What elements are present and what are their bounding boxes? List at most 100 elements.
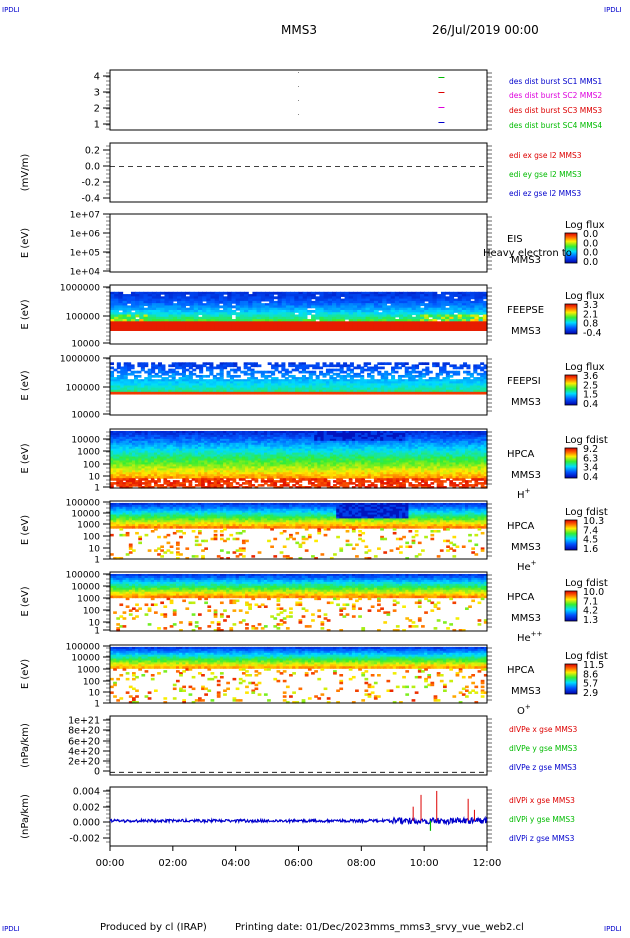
spectrogram-cell <box>350 371 354 374</box>
spectrogram-cell <box>185 328 190 331</box>
spectrogram-cell <box>374 392 378 395</box>
spectrogram-cell <box>326 373 330 376</box>
tick-label: 0.0 <box>85 162 100 173</box>
spectrogram-cell <box>247 373 251 376</box>
spectrogram-cell <box>135 328 140 331</box>
spectrogram-cell <box>237 375 241 378</box>
spectrogram-cell <box>244 392 248 395</box>
spectrogram-cell <box>134 392 138 395</box>
spectrogram-cell <box>460 367 464 370</box>
spectrogram-cell <box>114 328 119 331</box>
spectrogram-cell <box>295 392 299 395</box>
colorbar <box>565 304 577 334</box>
tick-label: 1 <box>94 120 100 131</box>
tick-label: -0.4 <box>81 194 100 205</box>
spectrogram-cell <box>231 328 236 331</box>
spectrogram-cell <box>268 375 272 378</box>
instrument-label: FEEPSI <box>507 376 541 387</box>
spectrogram-cell <box>315 328 320 331</box>
spectrogram-cell <box>336 392 340 395</box>
spectrogram-cell <box>415 367 419 370</box>
spectrogram-cell <box>408 392 412 395</box>
spectrogram-cell <box>395 315 400 318</box>
spectrogram-cell <box>196 392 200 395</box>
spectrogram-cell <box>311 310 316 313</box>
panel-frame <box>110 214 487 272</box>
spectrogram-cell <box>185 364 189 367</box>
tick-label: 1e+05 <box>70 249 100 259</box>
spectrogram-cell <box>244 367 248 370</box>
spectrogram-cell <box>311 328 316 331</box>
spectrogram-cell <box>394 367 398 370</box>
spectrogram-cell <box>223 392 227 395</box>
spectrogram-cell <box>408 367 412 370</box>
spectrogram-cell <box>384 362 388 365</box>
spectrogram-cell <box>412 312 417 315</box>
spectrogram-cell <box>326 364 330 367</box>
tick-label: 10000 <box>71 411 100 421</box>
spectrogram-cell <box>281 369 285 372</box>
spectrogram-cell <box>364 392 368 395</box>
spectrogram-cell <box>206 328 211 331</box>
spectrogram-cell <box>233 375 237 378</box>
spectrogram-cell <box>424 328 429 331</box>
overlay-text: Heavy electron to <box>483 248 572 259</box>
spectrogram-cell <box>345 317 350 320</box>
spectrogram-cell <box>161 392 165 395</box>
spectrogram-cell <box>319 328 324 331</box>
spectrogram-cell <box>251 392 255 395</box>
panel-edi: 0.20.0-0.2-0.4(mV/m)edi ex gse l2 MMS3ed… <box>20 143 582 205</box>
spectrogram-cell <box>360 371 364 374</box>
spectrogram-cell <box>463 364 467 367</box>
spectrogram-cell <box>312 373 316 376</box>
instrument-label: FEEPSE <box>507 305 544 316</box>
spectrogram-cell <box>202 299 207 302</box>
spectrogram-cell <box>110 328 115 331</box>
spectrogram-cell <box>247 369 251 372</box>
spectrogram-cell <box>182 392 186 395</box>
spectrogram-cell <box>370 371 374 374</box>
spectrogram-cell <box>425 362 429 365</box>
spectrogram-cell <box>299 392 303 395</box>
spectrogram-cell <box>470 375 474 378</box>
axis-label: E (eV) <box>20 370 31 400</box>
spectrogram-cell <box>388 392 392 395</box>
spectrogram-cell <box>192 392 196 395</box>
spectrogram-cell <box>315 292 320 295</box>
spectrogram-cell <box>137 371 141 374</box>
spectrogram-cell <box>441 328 446 331</box>
spectrogram-cell <box>425 392 429 395</box>
spectrogram-cell <box>388 362 392 365</box>
spectrogram-cell <box>161 373 165 376</box>
spacecraft-label: MMS3 <box>511 326 541 337</box>
spectrogram-cell <box>271 373 275 376</box>
spectrogram-cell <box>144 364 148 367</box>
tick-label: 3 <box>94 88 100 99</box>
spectrogram-cell <box>192 373 196 376</box>
spectrogram-cell <box>319 392 323 395</box>
spectrogram-cell <box>252 328 257 331</box>
spectrogram-cell <box>144 328 149 331</box>
spectrogram-cell <box>123 328 128 331</box>
spectrogram-cell <box>319 373 323 376</box>
spectrogram-cell <box>473 371 477 374</box>
spectrogram-cell <box>275 369 279 372</box>
spectrogram-cell <box>381 367 385 370</box>
spectrogram-cell <box>110 392 114 395</box>
spectrogram-cell <box>255 480 259 483</box>
spectrogram-cell <box>294 310 299 313</box>
spectrogram-cell <box>370 392 374 395</box>
spectrogram-cell <box>357 328 362 331</box>
spectrogram-cell <box>164 328 169 331</box>
spectrogram-cell <box>378 308 383 311</box>
spectrogram-cell <box>340 328 345 331</box>
spectrogram-cell <box>155 375 159 378</box>
spectrogram-cell <box>223 367 227 370</box>
spectrogram-cell <box>477 373 481 376</box>
legend-entry: edi ey gse l2 MMS3 <box>509 170 582 179</box>
spectrogram-cell <box>346 369 350 372</box>
tick-label: 1e+04 <box>70 268 101 278</box>
spectrogram-cell <box>127 301 132 304</box>
